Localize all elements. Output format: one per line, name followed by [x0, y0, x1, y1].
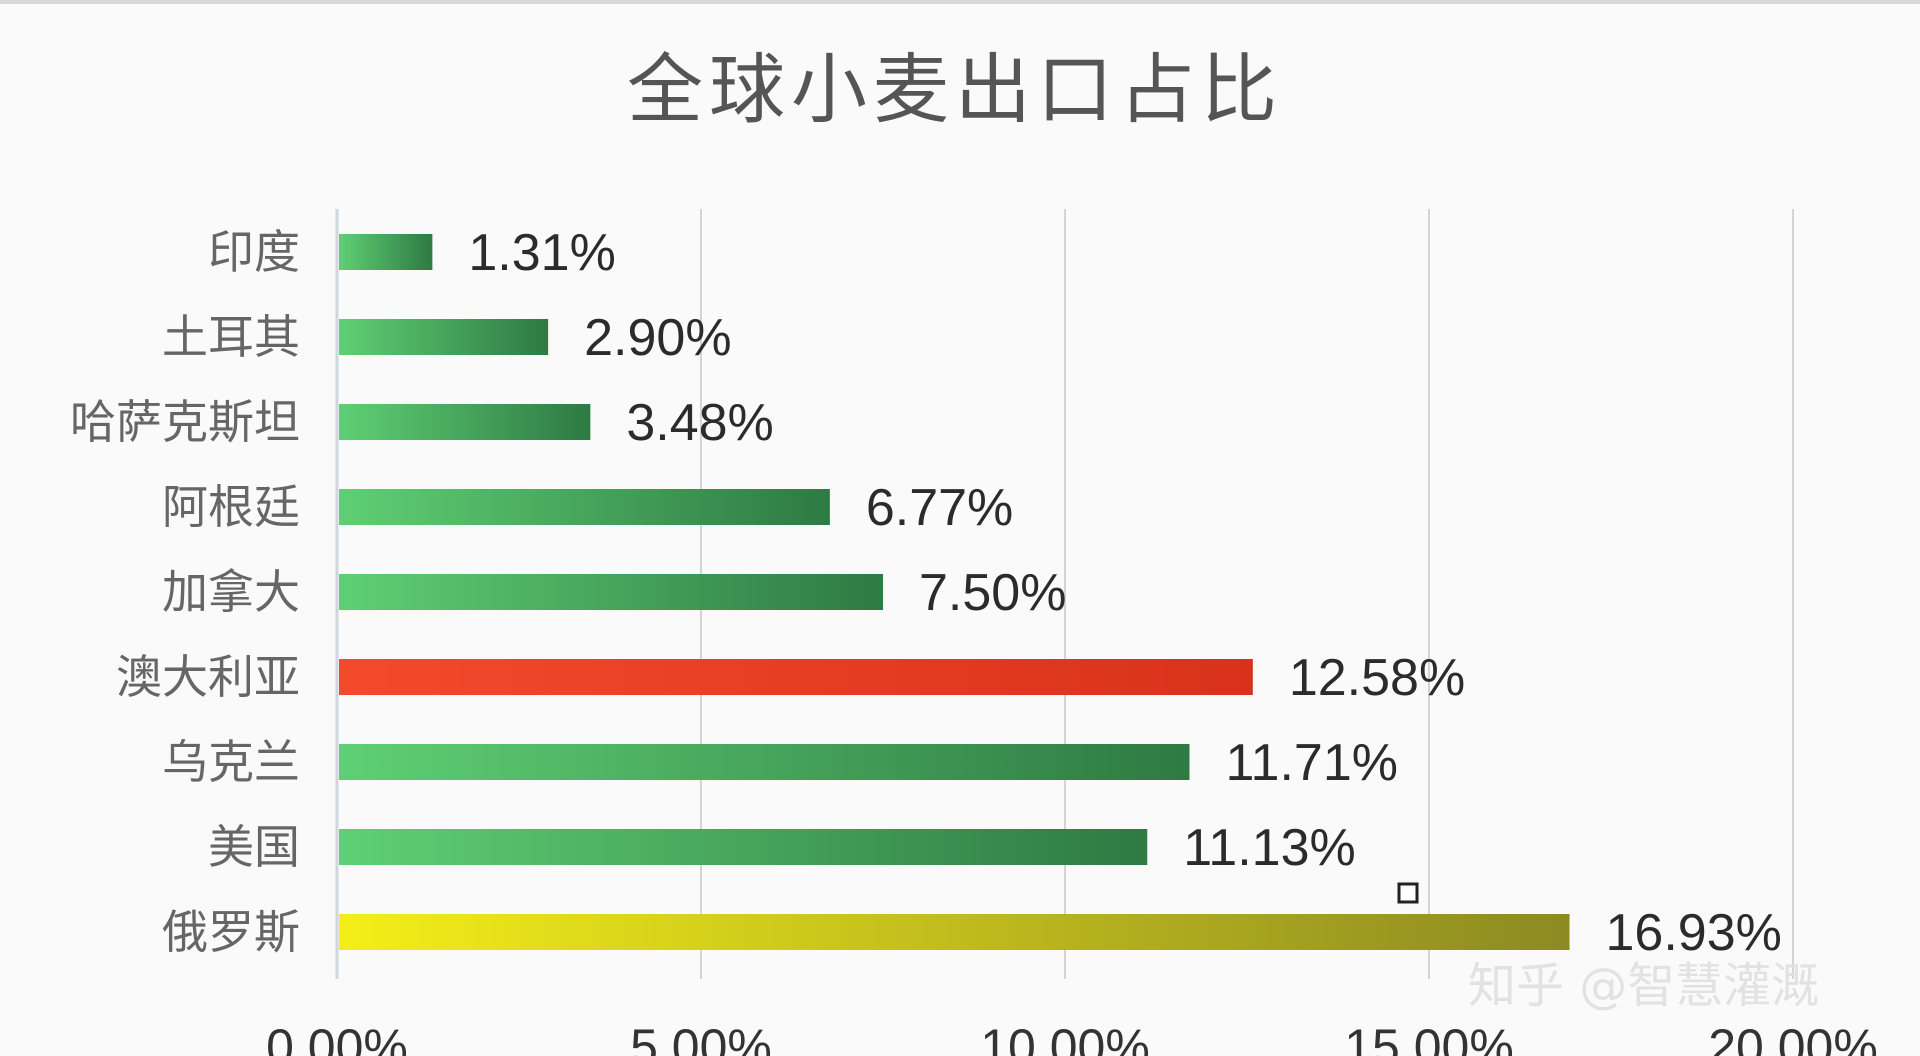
category-label: 俄罗斯: [162, 905, 300, 959]
x-tick-label: 15.00%: [1344, 1019, 1514, 1056]
bar[interactable]: [339, 319, 549, 355]
category-label: 土耳其: [162, 310, 300, 364]
category-label: 加拿大: [162, 565, 300, 619]
category-label: 阿根廷: [162, 480, 300, 534]
bar[interactable]: [339, 744, 1190, 780]
value-label: 12.58%: [1289, 649, 1465, 707]
watermark: 知乎 @智慧灌溉: [1468, 958, 1819, 1014]
gridlines: [335, 209, 1794, 979]
bar[interactable]: [339, 829, 1148, 865]
bar[interactable]: [339, 914, 1570, 950]
value-label: 16.93%: [1606, 904, 1782, 962]
x-tick-label: 20.00%: [1708, 1019, 1878, 1056]
category-label: 哈萨克斯坦: [70, 395, 300, 449]
category-label: 美国: [208, 820, 300, 874]
value-label: 2.90%: [584, 309, 731, 367]
value-label: 11.71%: [1225, 734, 1398, 792]
value-label: 7.50%: [919, 564, 1066, 622]
value-label: 11.13%: [1183, 819, 1356, 877]
category-label: 乌克兰: [162, 735, 300, 789]
bar[interactable]: [339, 574, 883, 610]
x-tick-label: 5.00%: [630, 1019, 772, 1056]
selection-handle[interactable]: [1397, 882, 1419, 904]
value-label: 1.31%: [468, 224, 615, 282]
value-label: 6.77%: [866, 479, 1013, 537]
bar[interactable]: [339, 404, 591, 440]
bar[interactable]: [339, 659, 1253, 695]
x-tick-label: 0.00%: [266, 1019, 408, 1056]
category-label: 印度: [208, 225, 300, 279]
bars: [339, 234, 1570, 950]
x-axis-ticks: 0.00% 5.00% 10.00% 15.00% 20.00%: [266, 1019, 1878, 1056]
category-label: 澳大利亚: [116, 650, 300, 704]
chart-title: 全球小麦出口占比: [627, 45, 1283, 134]
value-label: 3.48%: [626, 394, 773, 452]
bar[interactable]: [339, 489, 830, 525]
bar[interactable]: [339, 234, 433, 270]
value-labels: 1.31% 2.90% 3.48% 6.77% 7.50% 12.58% 11.71% 11.…: [468, 224, 1782, 962]
x-tick-label: 10.00%: [980, 1019, 1150, 1056]
